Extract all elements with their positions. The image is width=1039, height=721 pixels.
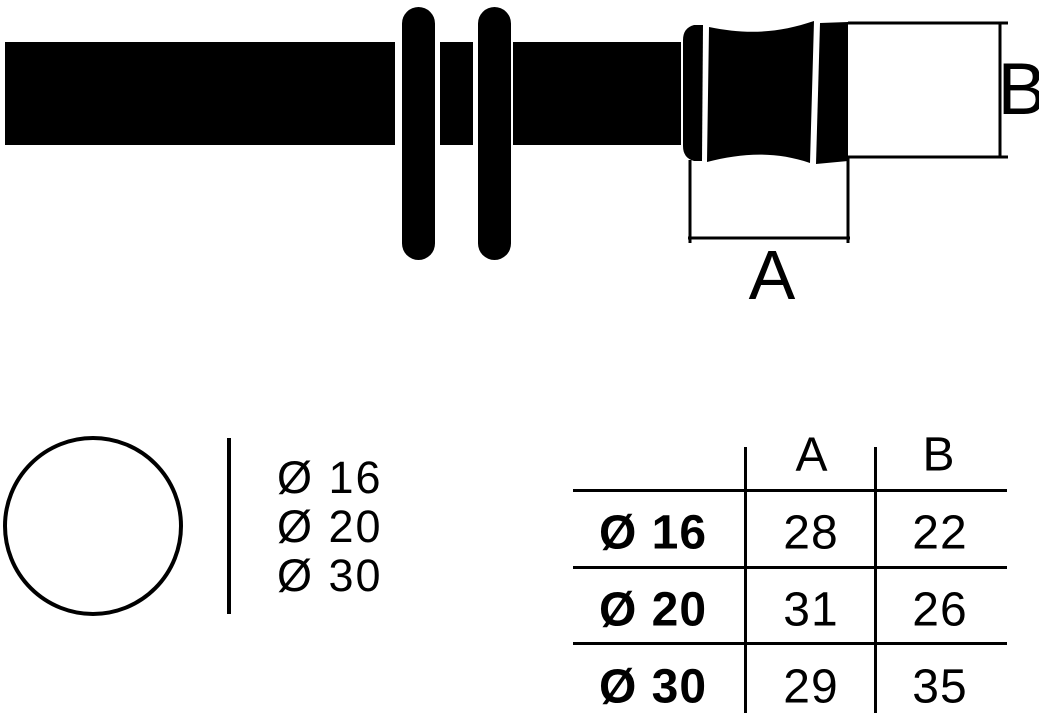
dim-a-label: A (749, 236, 796, 314)
table-horizontal-line-3 (573, 642, 1007, 645)
finial-collar-left (683, 25, 703, 161)
finial-collar-right (816, 22, 848, 164)
finial-body (707, 21, 814, 163)
rod-assembly-diagram: A B (5, 7, 1039, 314)
diameter-option-30: Ø 30 (277, 550, 383, 601)
table-cell-b: 35 (912, 660, 968, 714)
table-row-label: Ø 20 (598, 583, 708, 637)
rod-bar-right (513, 42, 681, 145)
table-vertical-line-2 (874, 447, 877, 713)
diameter-option-20: Ø 20 (277, 501, 383, 552)
diameter-option-16: Ø 16 (277, 452, 383, 503)
table-horizontal-line-2 (573, 566, 1007, 569)
table-cell-a: 31 (783, 583, 839, 637)
dim-b-label: B (998, 49, 1039, 130)
options-divider-line (227, 438, 231, 614)
table-cell-b: 22 (912, 506, 968, 560)
diameter-options-list: Ø 16 Ø 20 Ø 30 (277, 453, 383, 600)
rod-bar-middle (440, 42, 473, 145)
table-cell-a: 28 (783, 506, 839, 560)
table-cell-b: 26 (912, 583, 968, 637)
table-header-b: B (922, 428, 956, 482)
table-horizontal-line-1 (573, 489, 1007, 492)
curtain-ring-2 (478, 7, 511, 260)
curtain-ring-1 (402, 7, 435, 260)
table-vertical-line-1 (744, 447, 747, 713)
rod-bar-left (5, 42, 395, 145)
table-header-a: A (795, 428, 829, 482)
table-cell-a: 29 (783, 660, 839, 714)
table-row-label: Ø 16 (598, 506, 708, 560)
rod-cross-section-circle (3, 436, 183, 616)
table-row-label: Ø 30 (598, 660, 708, 714)
